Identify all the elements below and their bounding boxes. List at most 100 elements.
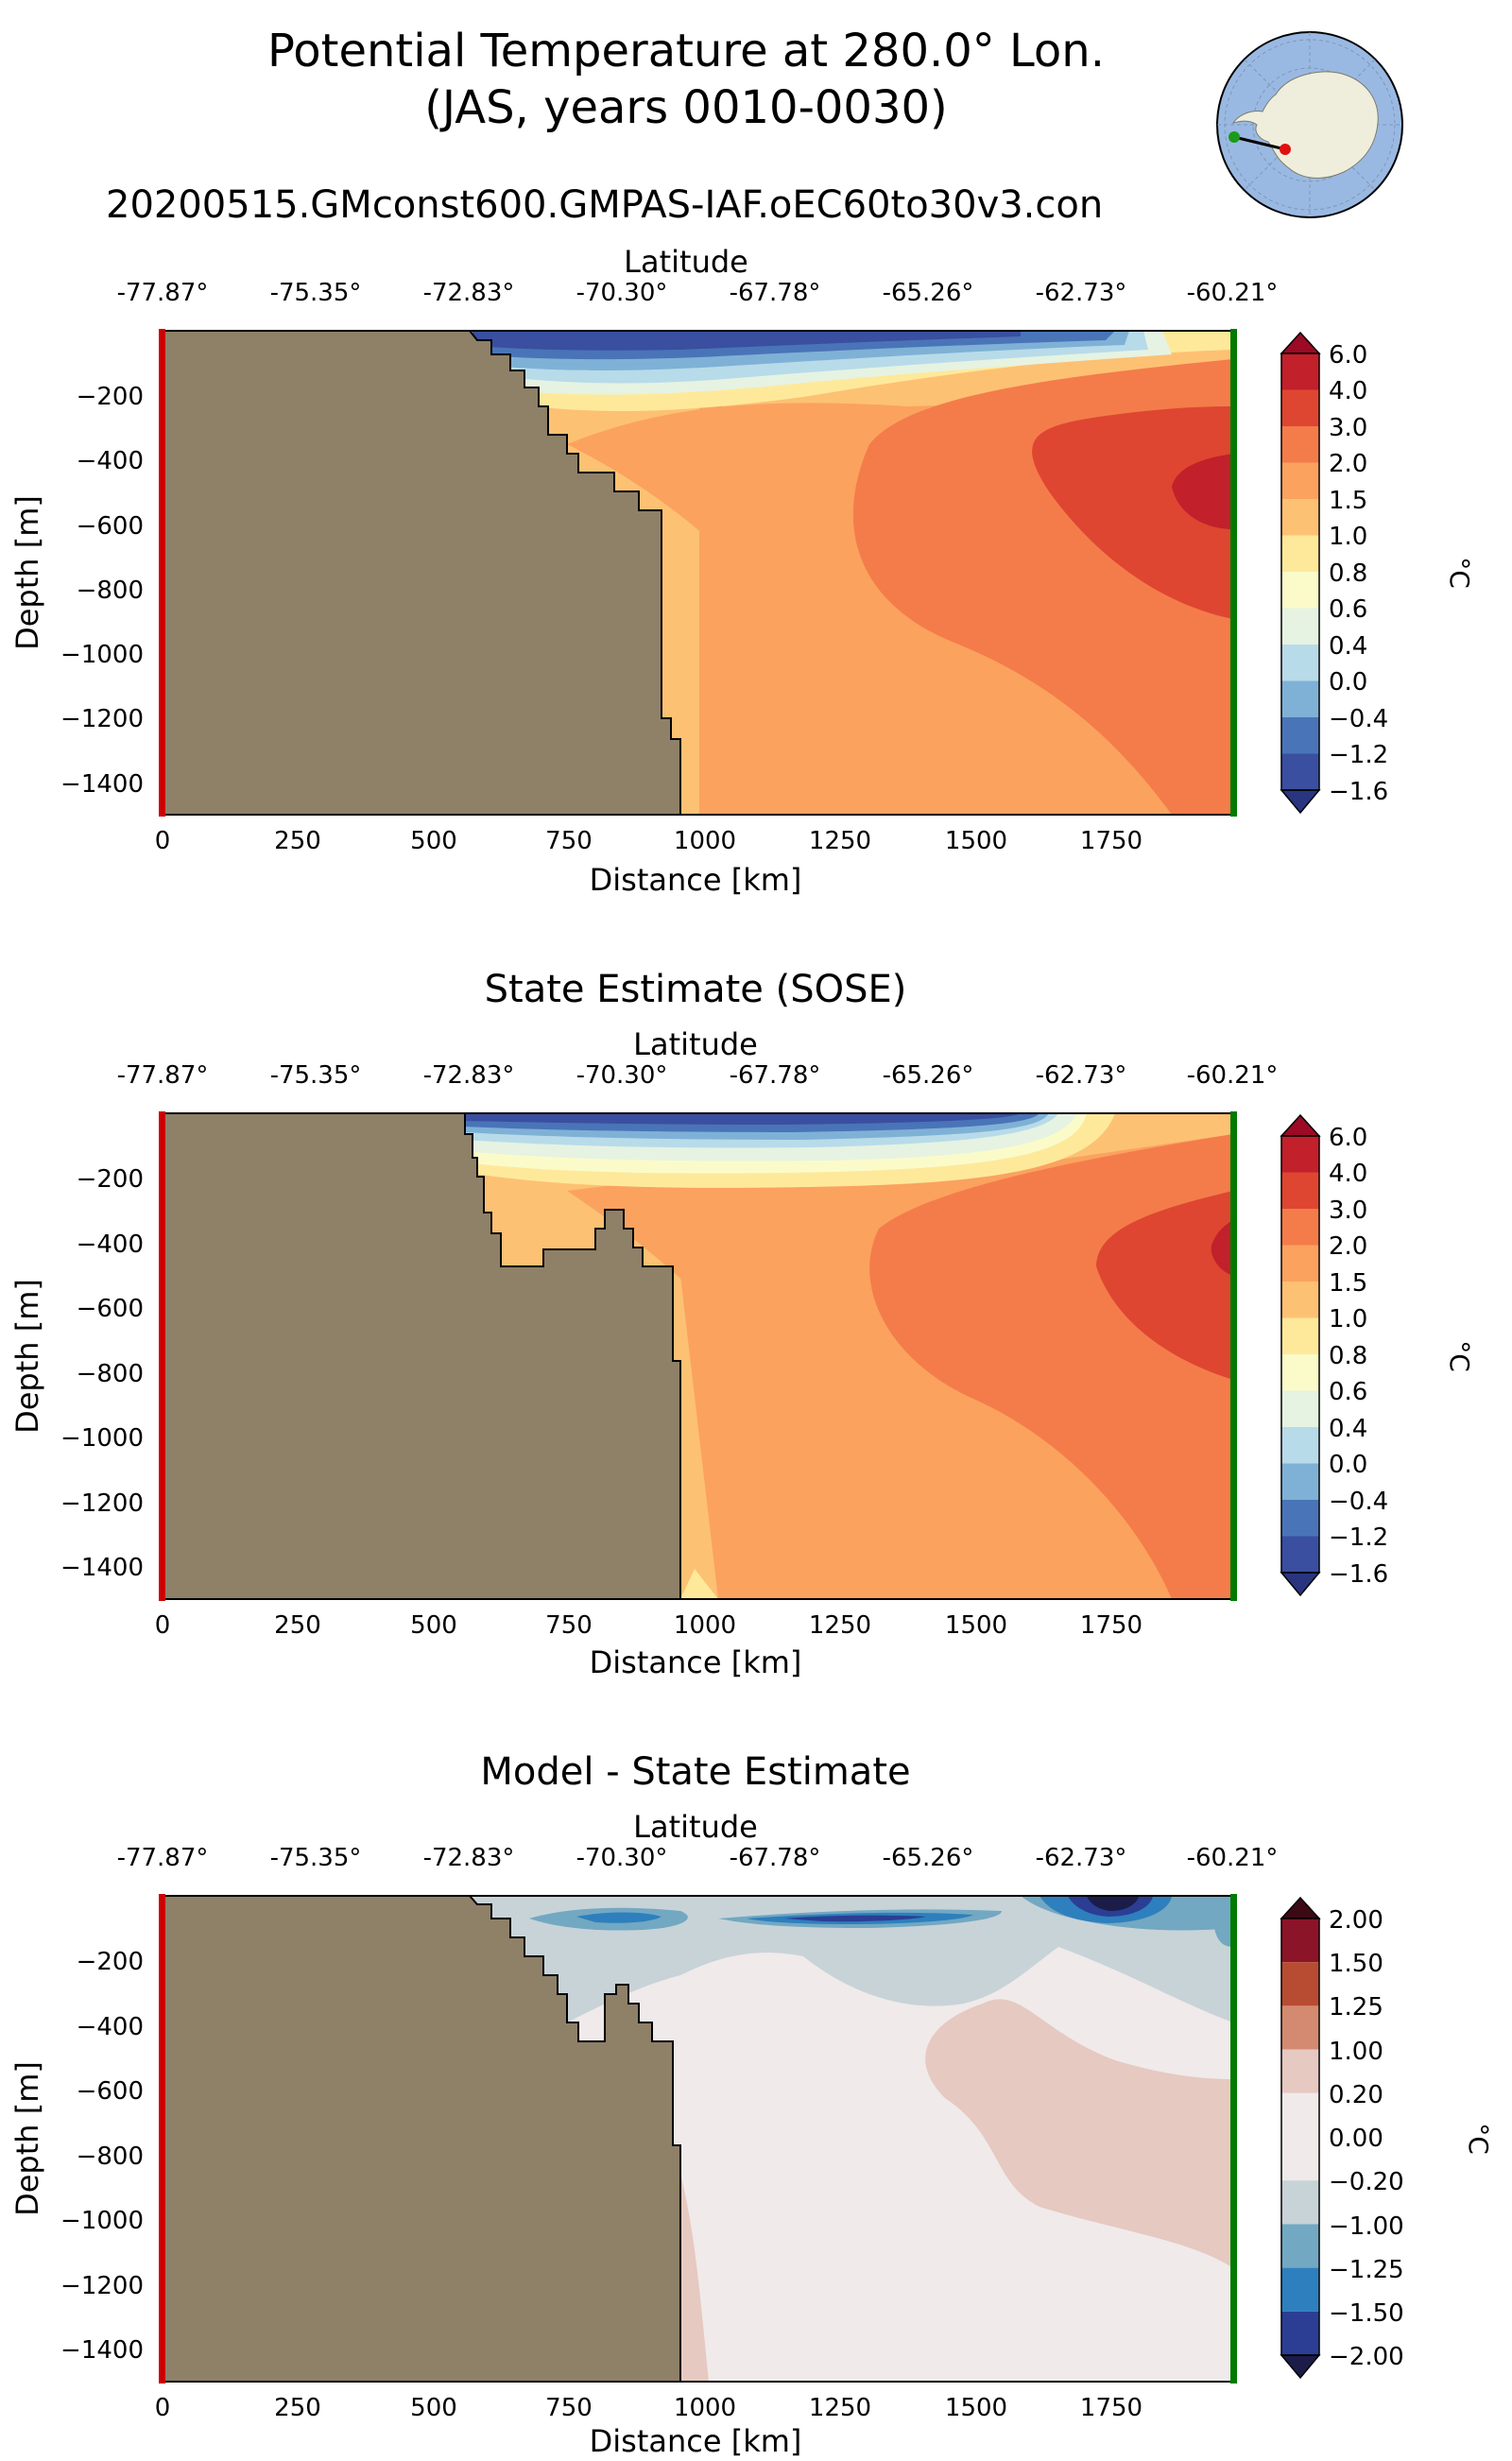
distance-tick-label: 250	[274, 2394, 321, 2422]
panel-sose-title: State Estimate (SOSE)	[485, 968, 907, 1011]
colorbar-tick-label: −1.00	[1329, 2212, 1404, 2241]
distance-tick-label: 1250	[809, 827, 871, 855]
panel-model-contours	[163, 331, 1233, 815]
contour-fill-neg1.6	[463, 1113, 1021, 1125]
colorbar-tick-label: 4.0	[1329, 377, 1367, 405]
lat-tick-label: -60.21°	[1187, 1844, 1279, 1872]
colorbar-tick-label: 6.0	[1329, 1124, 1367, 1152]
colorbar-tick-label: −0.20	[1329, 2168, 1404, 2196]
distance-tick-label: 1250	[809, 1611, 871, 1640]
colorbar-extend-min	[1280, 1572, 1321, 1597]
panel-sose-colorbar: 6.0 4.0 3.0 2.0 1.5 1.0 0.8 0.6 0.4 0.0 …	[1280, 1113, 1475, 1597]
panel-diff-x-ticks: 0 250 500 750 1000 1250 1500 1750	[155, 2394, 1143, 2422]
lat-tick-label: -70.30°	[576, 279, 668, 307]
distance-tick-label: 500	[410, 827, 457, 855]
depth-tick-label: −400	[77, 447, 144, 475]
distance-tick-label: 1000	[674, 1611, 736, 1640]
panel-model-y-ticks: −200 −400 −600 −800 −1000 −1200 −1400	[60, 383, 144, 799]
contour-fill-neg1.6	[472, 331, 1021, 351]
figure-title-line2: (JAS, years 0010-0030)	[424, 81, 948, 134]
panel-sose: State Estimate (SOSE) Latitude -77.87° -…	[9, 968, 1475, 1680]
distance-tick-label: 500	[410, 2394, 457, 2422]
depth-tick-label: −1200	[60, 705, 144, 733]
depth-tick-label: −800	[77, 2143, 144, 2171]
depth-tick-label: −400	[77, 1230, 144, 1259]
section-start-line	[159, 1894, 165, 2384]
contour-fill-4.0	[1172, 454, 1233, 529]
run-name: 20200515.GMconst600.GMPAS-IAF.oEC60to30v…	[106, 183, 1103, 227]
lat-tick-label: -72.83°	[423, 279, 515, 307]
lat-tick-label: -67.78°	[730, 279, 821, 307]
depth-tick-label: −400	[77, 2013, 144, 2041]
lat-tick-label: -62.73°	[1036, 1844, 1127, 1872]
depth-tick-label: −200	[77, 1948, 144, 1976]
colorbar-tick-label: 3.0	[1329, 414, 1367, 442]
panel-model: Latitude -77.87° -75.35° -72.83° -70.30°…	[9, 244, 1475, 898]
panel-model-colorbar: 6.0 4.0 3.0 2.0 1.5 1.0 0.8 0.6 0.4 0.0 …	[1280, 331, 1475, 815]
lat-tick-label: -70.30°	[576, 1061, 668, 1090]
colorbar-tick-label: 1.0	[1329, 523, 1367, 551]
panel-sose-x-axis-label: Distance [km]	[590, 1644, 802, 1680]
distance-tick-label: 0	[155, 827, 171, 855]
colorbar-tick-label: −1.2	[1329, 741, 1388, 769]
contour-fill-0.20	[680, 2174, 709, 2382]
distance-tick-label: 1750	[1080, 2394, 1143, 2422]
distance-tick-label: 750	[545, 2394, 593, 2422]
colorbar-unit-label: °C	[1444, 557, 1475, 589]
panel-diff-y-axis-label: Depth [m]	[9, 2061, 45, 2216]
depth-tick-label: −800	[77, 577, 144, 605]
depth-tick-label: −800	[77, 1360, 144, 1388]
contour-fill-neg1.25	[576, 1912, 662, 1923]
panel-sose-top-ticks: -77.87° -75.35° -72.83° -70.30° -67.78° …	[117, 1061, 1279, 1090]
lat-tick-label: -65.26°	[883, 1061, 974, 1090]
distance-tick-label: 1000	[674, 2394, 736, 2422]
contour-fill-neg2.00	[1087, 1896, 1139, 1911]
colorbar-tick-label: 2.00	[1329, 1906, 1383, 1935]
panel-sose-x-ticks: 0 250 500 750 1000 1250 1500 1750	[155, 1611, 1143, 1640]
figure-title-line1: Potential Temperature at 280.0° Lon.	[267, 25, 1105, 77]
depth-tick-label: −1200	[60, 1489, 144, 1518]
section-end-line	[1230, 329, 1237, 817]
contour-fill-neg1.50	[784, 1915, 926, 1922]
depth-tick-label: −600	[77, 1295, 144, 1323]
section-start-marker	[1280, 144, 1291, 155]
section-start-line	[159, 329, 165, 817]
colorbar-tick-label: 1.5	[1329, 1269, 1367, 1298]
depth-tick-label: −1400	[60, 770, 144, 799]
colorbar-tick-label: 0.0	[1329, 1451, 1367, 1479]
colorbar-tick-label: 0.6	[1329, 1378, 1367, 1406]
panel-model-top-axis-label: Latitude	[624, 244, 748, 280]
colorbar-tick-label: 0.0	[1329, 668, 1367, 697]
depth-tick-label: −1000	[60, 1424, 144, 1453]
panel-diff-top-ticks: -77.87° -75.35° -72.83° -70.30° -67.78° …	[117, 1844, 1279, 1872]
lat-tick-label: -75.35°	[270, 1061, 362, 1090]
lat-tick-label: -67.78°	[730, 1061, 821, 1090]
panel-sose-y-ticks: −200 −400 −600 −800 −1000 −1200 −1400	[60, 1165, 144, 1582]
colorbar-tick-label: 1.0	[1329, 1305, 1367, 1334]
distance-tick-label: 0	[155, 1611, 171, 1640]
lat-tick-label: -75.35°	[270, 279, 362, 307]
colorbar-tick-label: 0.8	[1329, 1342, 1367, 1370]
distance-tick-label: 250	[274, 827, 321, 855]
colorbar-tick-label: −1.6	[1329, 778, 1388, 806]
lat-tick-label: -65.26°	[883, 279, 974, 307]
bathymetry-land	[163, 1113, 681, 1599]
lat-tick-label: -67.78°	[730, 1844, 821, 1872]
colorbar-extend-max	[1280, 1113, 1321, 1137]
lat-tick-label: -77.87°	[117, 1061, 209, 1090]
contour-fill-neg1.00	[1214, 1928, 1233, 1947]
distance-tick-label: 250	[274, 1611, 321, 1640]
colorbar-tick-label: −1.25	[1329, 2256, 1404, 2284]
colorbar-tick-label: 0.20	[1329, 2081, 1383, 2109]
colorbar-tick-label: 3.0	[1329, 1196, 1367, 1225]
contour-fill-4.0	[1211, 1219, 1233, 1276]
section-end-line	[1230, 1894, 1237, 2384]
section-end-marker	[1228, 131, 1240, 143]
lat-tick-label: -62.73°	[1036, 279, 1127, 307]
panel-diff: Model - State Estimate Latitude -77.87° …	[9, 1750, 1494, 2459]
colorbar-tick-label: 0.6	[1329, 595, 1367, 624]
contour-fill-0.8	[680, 1569, 718, 1599]
lat-tick-label: -60.21°	[1187, 279, 1279, 307]
depth-tick-label: −1000	[60, 641, 144, 669]
